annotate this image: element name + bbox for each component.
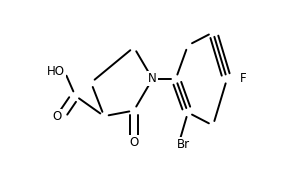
Text: Br: Br (177, 138, 190, 151)
Text: HO: HO (47, 65, 65, 78)
Text: N: N (148, 72, 157, 85)
Text: O: O (129, 136, 138, 149)
Text: O: O (52, 110, 61, 123)
Text: F: F (240, 72, 247, 85)
